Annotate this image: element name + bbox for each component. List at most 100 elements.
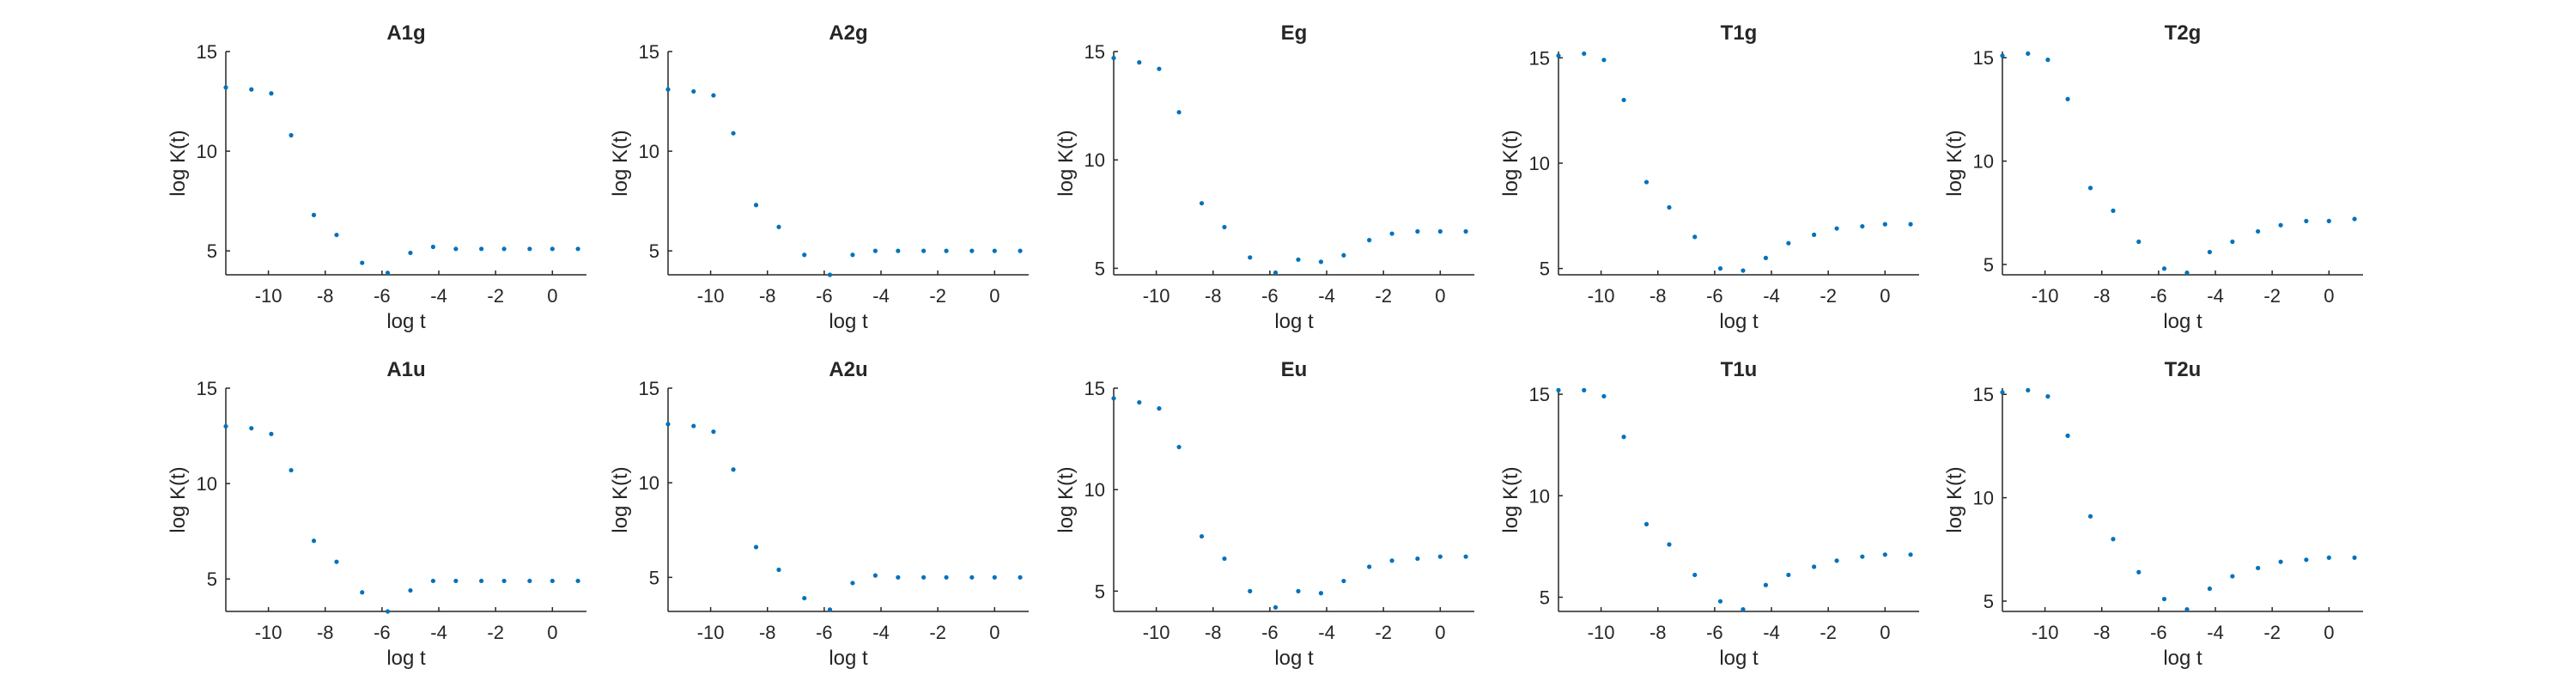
y-tick-label: 5 xyxy=(1095,258,1105,279)
data-point xyxy=(1199,201,1205,206)
data-point xyxy=(2026,51,2031,57)
data-point xyxy=(1415,228,1420,234)
data-point xyxy=(1834,558,1839,563)
data-point xyxy=(2304,557,2309,562)
data-point xyxy=(1018,575,1023,580)
data-point xyxy=(1415,556,1420,562)
x-tick-label: -6 xyxy=(374,285,391,307)
data-point xyxy=(1882,552,1887,557)
x-axis-label: log t xyxy=(2163,310,2202,333)
data-point xyxy=(802,595,807,601)
data-point xyxy=(2111,537,2116,542)
data-point xyxy=(944,575,949,580)
y-tick-label: 15 xyxy=(1084,378,1105,399)
data-point xyxy=(1812,564,1817,569)
y-tick-label: 10 xyxy=(639,141,659,162)
x-tick-label: -4 xyxy=(872,622,890,643)
x-tick-label: -2 xyxy=(487,622,504,643)
data-point xyxy=(1111,55,1116,61)
data-point xyxy=(1111,396,1116,401)
x-tick-label: -8 xyxy=(1205,285,1222,307)
x-tick-label: -6 xyxy=(1261,285,1279,307)
subplot-title: A1u xyxy=(386,358,425,381)
data-point xyxy=(1273,605,1279,610)
data-point xyxy=(479,578,484,584)
data-point xyxy=(1222,224,1227,230)
data-point xyxy=(1222,556,1227,562)
data-point xyxy=(776,224,781,229)
x-tick-label: -4 xyxy=(1763,622,1780,643)
data-point xyxy=(2111,208,2116,213)
x-tick-label: -8 xyxy=(1649,622,1667,643)
data-point xyxy=(753,203,759,208)
data-point xyxy=(896,575,901,580)
x-tick-label: -6 xyxy=(2150,285,2167,307)
data-point xyxy=(1667,542,1672,547)
data-point xyxy=(1741,268,1746,273)
data-point xyxy=(479,246,484,252)
x-axis-label: log t xyxy=(1719,310,1759,333)
data-point xyxy=(223,423,228,429)
y-tick-label: 15 xyxy=(1529,47,1550,69)
subplot-title: A2u xyxy=(829,358,867,381)
y-tick-label: 10 xyxy=(1529,153,1550,174)
x-tick-label: 0 xyxy=(1880,622,1890,643)
y-tick-label: 10 xyxy=(1973,151,1994,173)
data-point xyxy=(360,260,365,265)
data-point xyxy=(2207,249,2213,255)
data-point xyxy=(501,246,507,252)
subplot-eg: -10 -8 -6 -4 -2 0 5 10 15 Eg log t log K(t) xyxy=(1054,21,1474,333)
x-tick-label: -10 xyxy=(1143,622,1170,643)
data-point xyxy=(827,272,833,277)
subplot-a1u: -10 -8 -6 -4 -2 0 5 10 15 A1u log t log K(t) xyxy=(167,358,586,670)
data-point xyxy=(1860,554,1865,559)
y-tick-label: 10 xyxy=(197,141,217,162)
x-tick-label: -10 xyxy=(697,285,725,307)
x-tick-label: -2 xyxy=(1375,285,1392,307)
x-tick-label: -2 xyxy=(2263,285,2281,307)
data-point xyxy=(2278,559,2283,564)
data-point xyxy=(1601,393,1607,399)
data-point xyxy=(731,467,736,472)
data-point xyxy=(1157,66,1162,71)
y-tick-label: 15 xyxy=(1973,384,1994,405)
data-point xyxy=(1741,607,1746,612)
data-point xyxy=(453,246,459,252)
subplot-t1u: -10 -8 -6 -4 -2 0 5 10 15 T1u log t log K(t) xyxy=(1499,358,1919,670)
data-point xyxy=(2230,574,2235,579)
x-tick-label: -4 xyxy=(1763,285,1780,307)
data-point xyxy=(992,575,997,580)
data-point xyxy=(289,467,294,473)
x-tick-label: -2 xyxy=(1820,622,1837,643)
x-tick-label: -6 xyxy=(2150,622,2167,643)
data-point xyxy=(501,578,507,584)
data-point xyxy=(1692,234,1698,240)
data-point xyxy=(1389,231,1394,236)
data-point xyxy=(1621,97,1626,103)
y-axis-label: log K(t) xyxy=(167,130,190,196)
x-tick-label: -2 xyxy=(1820,285,1837,307)
x-tick-label: -4 xyxy=(1318,285,1335,307)
x-tick-label: -2 xyxy=(929,285,946,307)
x-axis-label: log t xyxy=(1719,647,1759,670)
x-tick-label: -2 xyxy=(929,622,946,643)
subplot-a2u: -10 -8 -6 -4 -2 0 5 10 15 A2u log t log K(t) xyxy=(609,358,1029,670)
subplot-title: A1g xyxy=(386,21,425,45)
subplot-title: T1u xyxy=(1721,358,1758,381)
data-point xyxy=(1137,60,1142,65)
data-point xyxy=(827,607,833,612)
x-tick-label: 0 xyxy=(1435,622,1445,643)
data-point xyxy=(1786,240,1791,246)
data-point xyxy=(2278,222,2283,228)
subplot-title: T2u xyxy=(2165,358,2202,381)
data-point xyxy=(969,575,975,580)
data-point xyxy=(1341,578,1346,584)
data-point xyxy=(334,232,339,238)
subplot-title: Eg xyxy=(1281,21,1308,45)
x-tick-label: -2 xyxy=(487,285,504,307)
y-axis-label: log K(t) xyxy=(609,466,632,532)
data-point xyxy=(2000,390,2005,395)
y-tick-label: 10 xyxy=(1084,149,1105,171)
x-tick-label: -6 xyxy=(1261,622,1279,643)
y-tick-label: 15 xyxy=(197,378,217,399)
